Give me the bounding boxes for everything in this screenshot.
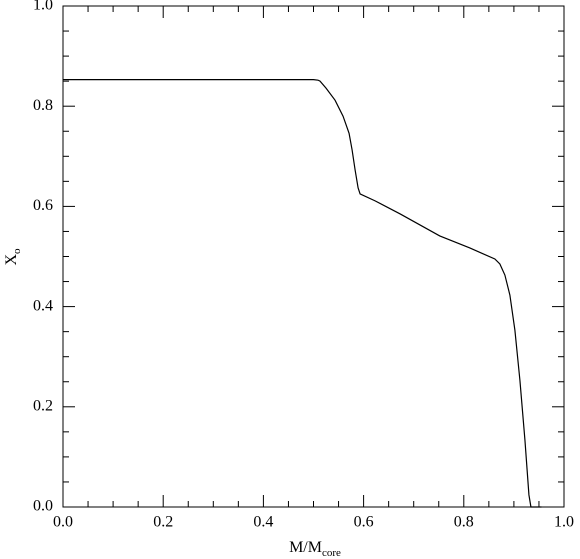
data-line [63,79,542,508]
x-axis-label: M/Mcore [289,539,341,559]
x-tick-label: 1.0 [554,514,574,531]
x-tick-label: 0.4 [253,514,273,531]
y-axis-label: Xo [3,248,23,266]
y-axis-label-subscript: o [11,248,23,254]
y-tick-label: 0.2 [33,397,53,414]
y-tick-label: 1.0 [33,0,53,14]
y-tick-label: 0.4 [33,297,53,314]
x-tick-label: 0.6 [354,514,374,531]
x-axis-label-subscript: core [322,547,341,559]
y-tick-label: 0.8 [33,97,53,114]
x-axis-label-text: M/M [289,539,322,556]
y-tick-label: 0.0 [33,498,53,515]
y-tick-label: 0.6 [33,197,53,214]
y-axis-label-text: X [3,254,20,266]
x-tick-label: 0.2 [153,514,173,531]
x-tick-label: 0.8 [454,514,474,531]
x-tick-label: 0.0 [53,514,73,531]
